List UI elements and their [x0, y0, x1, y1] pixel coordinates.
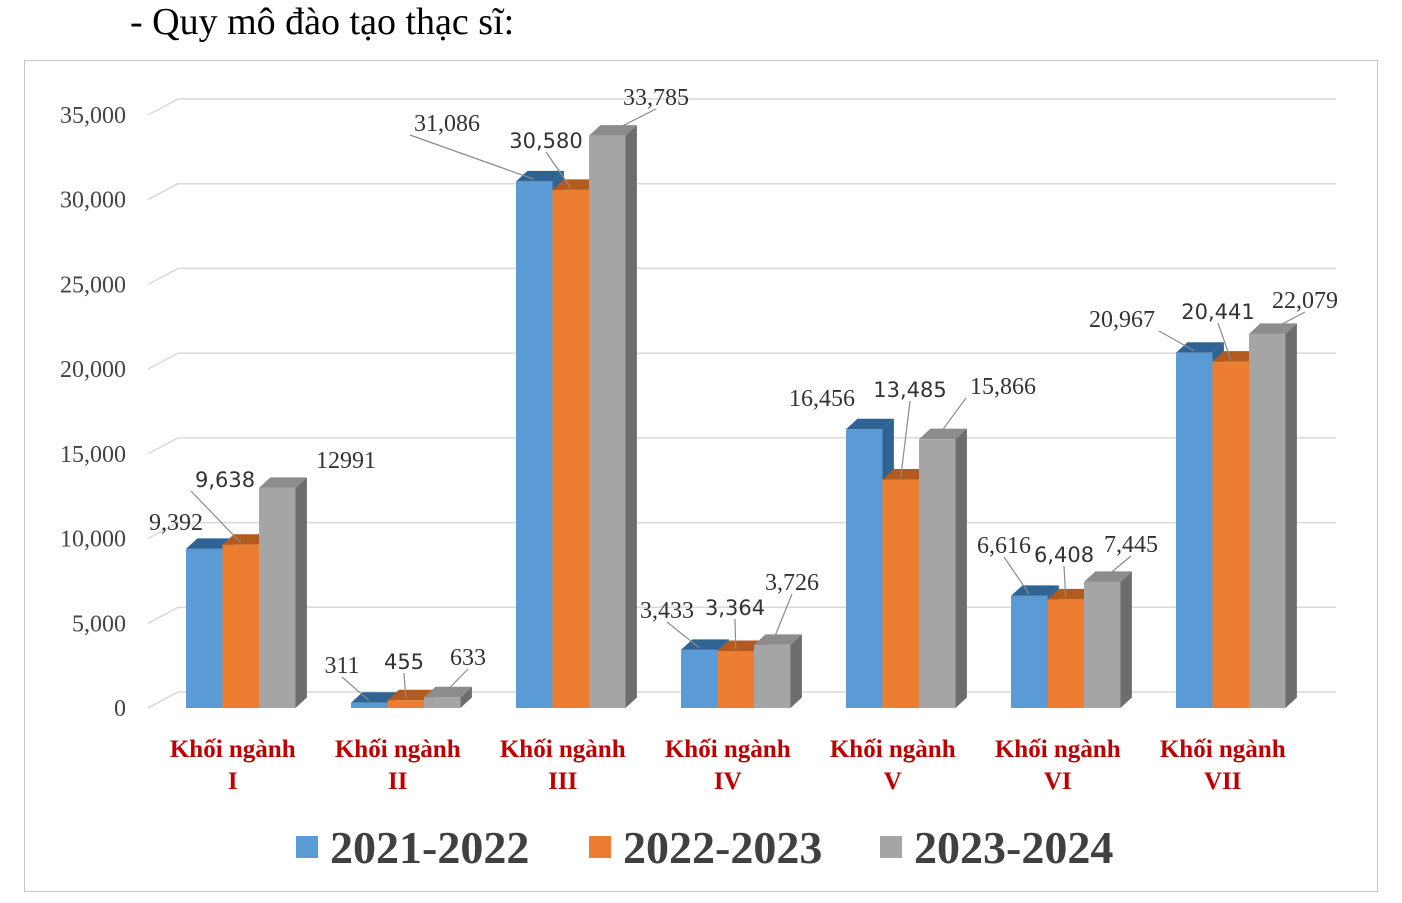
data-label: 3,433: [640, 598, 694, 624]
y-tick-label: 35,000: [60, 103, 126, 129]
data-label: 9,392: [149, 510, 203, 536]
y-axis-ticks: 0 5,000 10,000 15,000 20,000 25,000 30,000 35,0…: [60, 103, 126, 722]
leader-line: [441, 668, 469, 696]
gridline-depth: [147, 352, 179, 370]
data-label: 20,967: [1089, 307, 1155, 333]
gridline-depth: [147, 98, 179, 116]
leader-line: [900, 400, 911, 478]
leader-line: [936, 397, 967, 438]
legend-swatch: [296, 836, 318, 858]
x-category-label: Khối ngành: [170, 736, 296, 763]
legend: 2021-2022 2022-2023 2023-2024: [296, 822, 1113, 873]
gridline-depth: [147, 437, 179, 455]
leader-line: [1101, 555, 1132, 581]
data-label: 20,441: [1181, 300, 1254, 324]
gridline-depth: [147, 606, 179, 624]
bar: [919, 428, 967, 708]
data-label: 311: [324, 653, 359, 679]
leader-line: [409, 134, 535, 180]
data-label: 455: [384, 650, 424, 674]
leader-line: [1266, 311, 1306, 333]
data-label: 7,445: [1104, 532, 1158, 558]
data-label: 6,408: [1034, 543, 1094, 567]
gridline-depth: [147, 521, 179, 540]
legend-item: 2023-2024: [880, 822, 1113, 873]
x-category-label: II: [388, 768, 407, 795]
legend-label: 2023-2024: [914, 822, 1113, 873]
x-category-label: V: [884, 768, 902, 795]
x-category-label: Khối ngành: [335, 736, 461, 763]
data-label: 16,456: [789, 386, 855, 412]
gridline-depth: [147, 183, 179, 201]
y-tick-label: 30,000: [60, 188, 126, 214]
gridlines: [147, 98, 1336, 709]
section-heading: - Quy mô đào tạo thạc sĩ:: [130, 1, 515, 43]
y-tick-label: 10,000: [60, 527, 126, 553]
x-category-label: VII: [1204, 768, 1242, 795]
bar: [424, 686, 472, 708]
data-label: 30,580: [509, 129, 582, 153]
x-category-label: I: [228, 768, 238, 795]
y-tick-label: 15,000: [60, 442, 126, 468]
data-label: 3,726: [765, 570, 819, 596]
leader-line: [734, 618, 737, 650]
leader-line: [403, 672, 407, 699]
legend-swatch: [880, 836, 902, 858]
x-axis-categories: Khối ngành I Khối ngành II Khối ngành III Khối…: [170, 736, 1286, 795]
x-category-label: Khối ngành: [1160, 736, 1286, 763]
leader-line: [771, 593, 793, 644]
bar: [1249, 323, 1297, 708]
legend-item: 2022-2023: [589, 822, 822, 873]
gridline-depth: [147, 267, 179, 286]
bar: [1084, 571, 1132, 708]
leader-line: [1003, 556, 1030, 595]
leader-line: [606, 108, 657, 135]
y-tick-label: 0: [114, 696, 126, 722]
x-category-label: Khối ngành: [995, 736, 1121, 763]
leader-line: [1158, 330, 1195, 352]
leader-line: [1063, 565, 1067, 598]
data-labels: 9,392 9,638 12991 311 455 633 31,086 30,580 33,7…: [149, 85, 1338, 702]
leader-line: [666, 621, 700, 649]
legend-item: 2021-2022: [296, 822, 529, 873]
x-category-label: Khối ngành: [830, 736, 956, 763]
x-category-label: IV: [714, 768, 742, 795]
x-category-label: VI: [1044, 768, 1072, 795]
leader-line: [341, 676, 370, 702]
y-tick-label: 5,000: [72, 611, 126, 637]
legend-label: 2022-2023: [623, 822, 822, 873]
leader-line: [190, 490, 242, 544]
data-label: 9,638: [195, 468, 255, 492]
bars: [186, 125, 1297, 709]
bar: [259, 477, 307, 708]
data-label: 15,866: [970, 374, 1036, 400]
bar: [754, 634, 802, 708]
data-label: 22,079: [1272, 288, 1338, 314]
x-category-label: Khối ngành: [665, 736, 791, 763]
leader-line: [1217, 322, 1232, 360]
data-label: 31,086: [414, 111, 480, 137]
chart-frame: [24, 60, 1378, 892]
data-label: 13,485: [873, 378, 946, 402]
y-tick-label: 20,000: [60, 357, 126, 383]
legend-swatch: [589, 836, 611, 858]
y-tick-label: 25,000: [60, 272, 126, 298]
data-label: 6,616: [977, 533, 1031, 559]
legend-label: 2021-2022: [330, 822, 529, 873]
x-category-label: III: [548, 768, 577, 795]
data-label: 33,785: [623, 85, 689, 111]
data-label: 12991: [316, 448, 376, 474]
x-category-label: Khối ngành: [500, 736, 626, 763]
bar: [589, 125, 637, 708]
leader-line: [545, 151, 572, 189]
data-label: 633: [450, 645, 486, 671]
data-label: 3,364: [705, 596, 765, 620]
